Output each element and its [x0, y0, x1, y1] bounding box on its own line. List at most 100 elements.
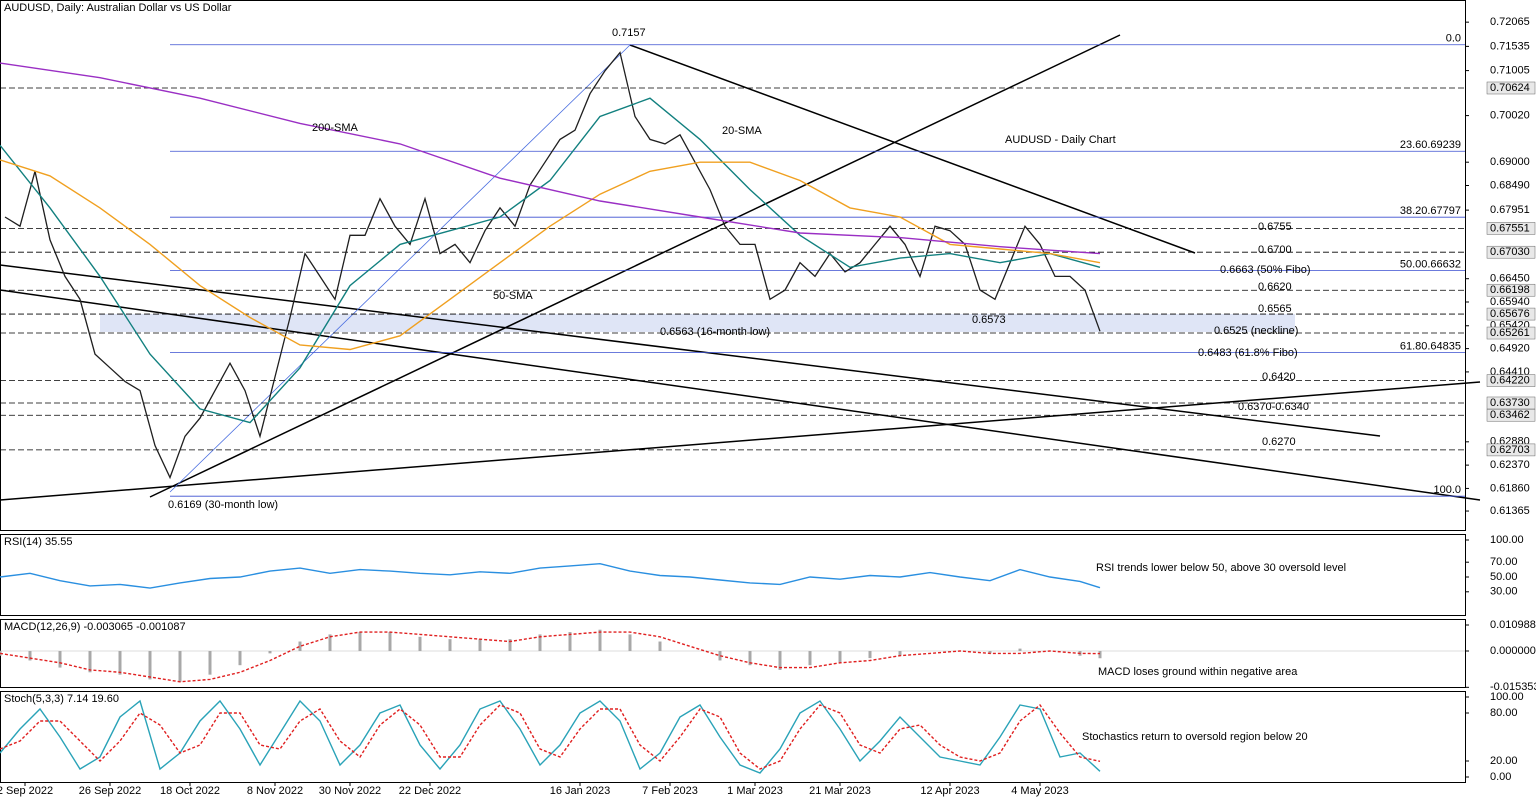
x-tick-label: 26 Sep 2022 — [79, 785, 141, 797]
level-label: 0.64220 — [1490, 375, 1530, 387]
fib-label: 100.0 — [1433, 484, 1461, 496]
fib-label: 23.60.69239 — [1400, 139, 1461, 151]
support-zone — [100, 314, 1295, 332]
y-tick-label: 0.64920 — [1490, 343, 1530, 355]
y-tick-label: 20.00 — [1490, 755, 1518, 767]
y-tick-label: 70.00 — [1490, 556, 1518, 568]
y-tick-label: 50.00 — [1490, 571, 1518, 583]
x-tick-label: 22 Dec 2022 — [399, 785, 461, 797]
y-tick-label: 0.71535 — [1490, 40, 1530, 52]
y-tick-label: 0.72065 — [1490, 16, 1530, 28]
y-tick-label: 80.00 — [1490, 707, 1518, 719]
trendlines — [0, 34, 1481, 501]
y-tick-label: 0.62370 — [1490, 459, 1530, 471]
annotation: 0.6169 (30-month low) — [168, 499, 278, 511]
y-tick-label: 100.00 — [1490, 534, 1524, 546]
moving-average — [0, 62, 1101, 255]
annotation: 0.6620 — [1258, 281, 1292, 293]
annotation: 0.6525 (neckline) — [1214, 325, 1298, 337]
y-tick-label: 0.61860 — [1490, 482, 1530, 494]
y-tick-label: 0.71005 — [1490, 64, 1530, 76]
x-tick-label: 7 Feb 2023 — [642, 785, 698, 797]
trendline — [0, 264, 1381, 437]
y-tick-label: 0.00 — [1490, 771, 1511, 783]
fib-label: 50.00.66632 — [1400, 258, 1461, 270]
y-tick-label: -0.015353 — [1490, 681, 1536, 693]
fib-label: 61.80.64835 — [1400, 340, 1461, 352]
level-label-box — [1486, 283, 1536, 297]
series-line — [4, 51, 1101, 480]
rsi-panel-frame — [0, 534, 1466, 616]
y-tick-label: 0.66450 — [1490, 273, 1530, 285]
x-tick-label: 4 May 2023 — [1011, 785, 1068, 797]
level-label: 0.66198 — [1490, 284, 1530, 296]
series-label: 200-SMA — [312, 122, 359, 134]
trendline — [149, 34, 1121, 498]
panel-title: RSI(14) 35.55 — [4, 536, 72, 548]
x-tick-label: 21 Mar 2023 — [809, 785, 871, 797]
level-label: 0.65676 — [1490, 308, 1530, 320]
annotation: 0.6565 — [1258, 303, 1292, 315]
level-label-box — [1486, 307, 1536, 321]
annotation: RSI trends lower below 50, above 30 over… — [1096, 562, 1346, 574]
y-tick-label: 0.70020 — [1490, 110, 1530, 122]
level-label-box — [1486, 443, 1536, 457]
x-tick-label: 30 Nov 2022 — [319, 785, 381, 797]
annotation: 0.6270 — [1262, 436, 1296, 448]
series-label: 20-SMA — [722, 125, 762, 137]
annotation: 0.6370-0.6340 — [1238, 401, 1309, 413]
level-label-box — [1486, 245, 1536, 259]
y-tick-label: 0.67951 — [1490, 204, 1530, 216]
y-tick-label: 0.69000 — [1490, 156, 1530, 168]
level-label: 0.63730 — [1490, 397, 1530, 409]
level-label: 0.63462 — [1490, 409, 1530, 421]
series-label: 50-SMA — [493, 290, 533, 302]
x-tick-label: 12 Apr 2023 — [920, 785, 979, 797]
level-label-box — [1486, 222, 1536, 235]
level-label-box — [1486, 81, 1536, 95]
x-tick-label: 2 Sep 2022 — [0, 785, 53, 797]
y-tick-label: 0.000000 — [1490, 645, 1536, 657]
level-label: 0.67030 — [1490, 246, 1530, 258]
annotation: 0.7157 — [612, 27, 646, 39]
panel-title: AUDUSD, Daily: Australian Dollar vs US D… — [4, 2, 232, 14]
y-tick-label: 30.00 — [1490, 586, 1518, 598]
stoch-panel-frame — [0, 691, 1466, 783]
y-tick-label: 0.65940 — [1490, 296, 1530, 308]
moving-average — [0, 97, 1101, 424]
annotation: Stochastics return to oversold region be… — [1082, 731, 1308, 743]
fib-label: 0.0 — [1446, 33, 1461, 45]
y-tick-label: 0.68490 — [1490, 179, 1530, 191]
x-tick-label: 18 Oct 2022 — [160, 785, 220, 797]
x-tick-label: 1 Mar 2023 — [727, 785, 783, 797]
level-label-box — [1486, 326, 1536, 340]
fib-label: 38.20.67797 — [1400, 205, 1461, 217]
y-tick-label: 100.00 — [1490, 691, 1524, 703]
series-line — [0, 562, 1101, 589]
annotation: 0.6483 (61.8% Fibo) — [1198, 347, 1298, 359]
panel-title: MACD(12,26,9) -0.003065 -0.001087 — [4, 621, 186, 633]
level-label: 0.62703 — [1490, 444, 1530, 456]
level-label: 0.70624 — [1490, 82, 1530, 94]
annotation: 0.6573 — [972, 314, 1006, 326]
annotation: 0.6663 (50% Fibo) — [1220, 264, 1311, 276]
y-tick-label: 0.61365 — [1490, 505, 1530, 517]
annotation: MACD loses ground within negative area — [1098, 666, 1298, 678]
level-label: 0.65261 — [1490, 327, 1530, 339]
trendline — [629, 44, 1196, 254]
annotation: 0.6563 (16-month low) — [660, 326, 770, 338]
annotation: 0.6700 — [1258, 244, 1292, 256]
fibo-diagonal — [169, 44, 631, 493]
level-label-box — [1486, 374, 1536, 387]
level-label: 0.67551 — [1490, 222, 1530, 234]
trendline — [0, 289, 1481, 501]
series-line — [0, 703, 1101, 770]
annotation: AUDUSD - Daily Chart — [1005, 134, 1116, 146]
level-label-box — [1486, 408, 1536, 422]
annotation: 0.6755 — [1258, 221, 1292, 233]
series-line — [0, 631, 1101, 683]
x-tick-label: 16 Jan 2023 — [550, 785, 611, 797]
trendline — [0, 381, 1481, 501]
